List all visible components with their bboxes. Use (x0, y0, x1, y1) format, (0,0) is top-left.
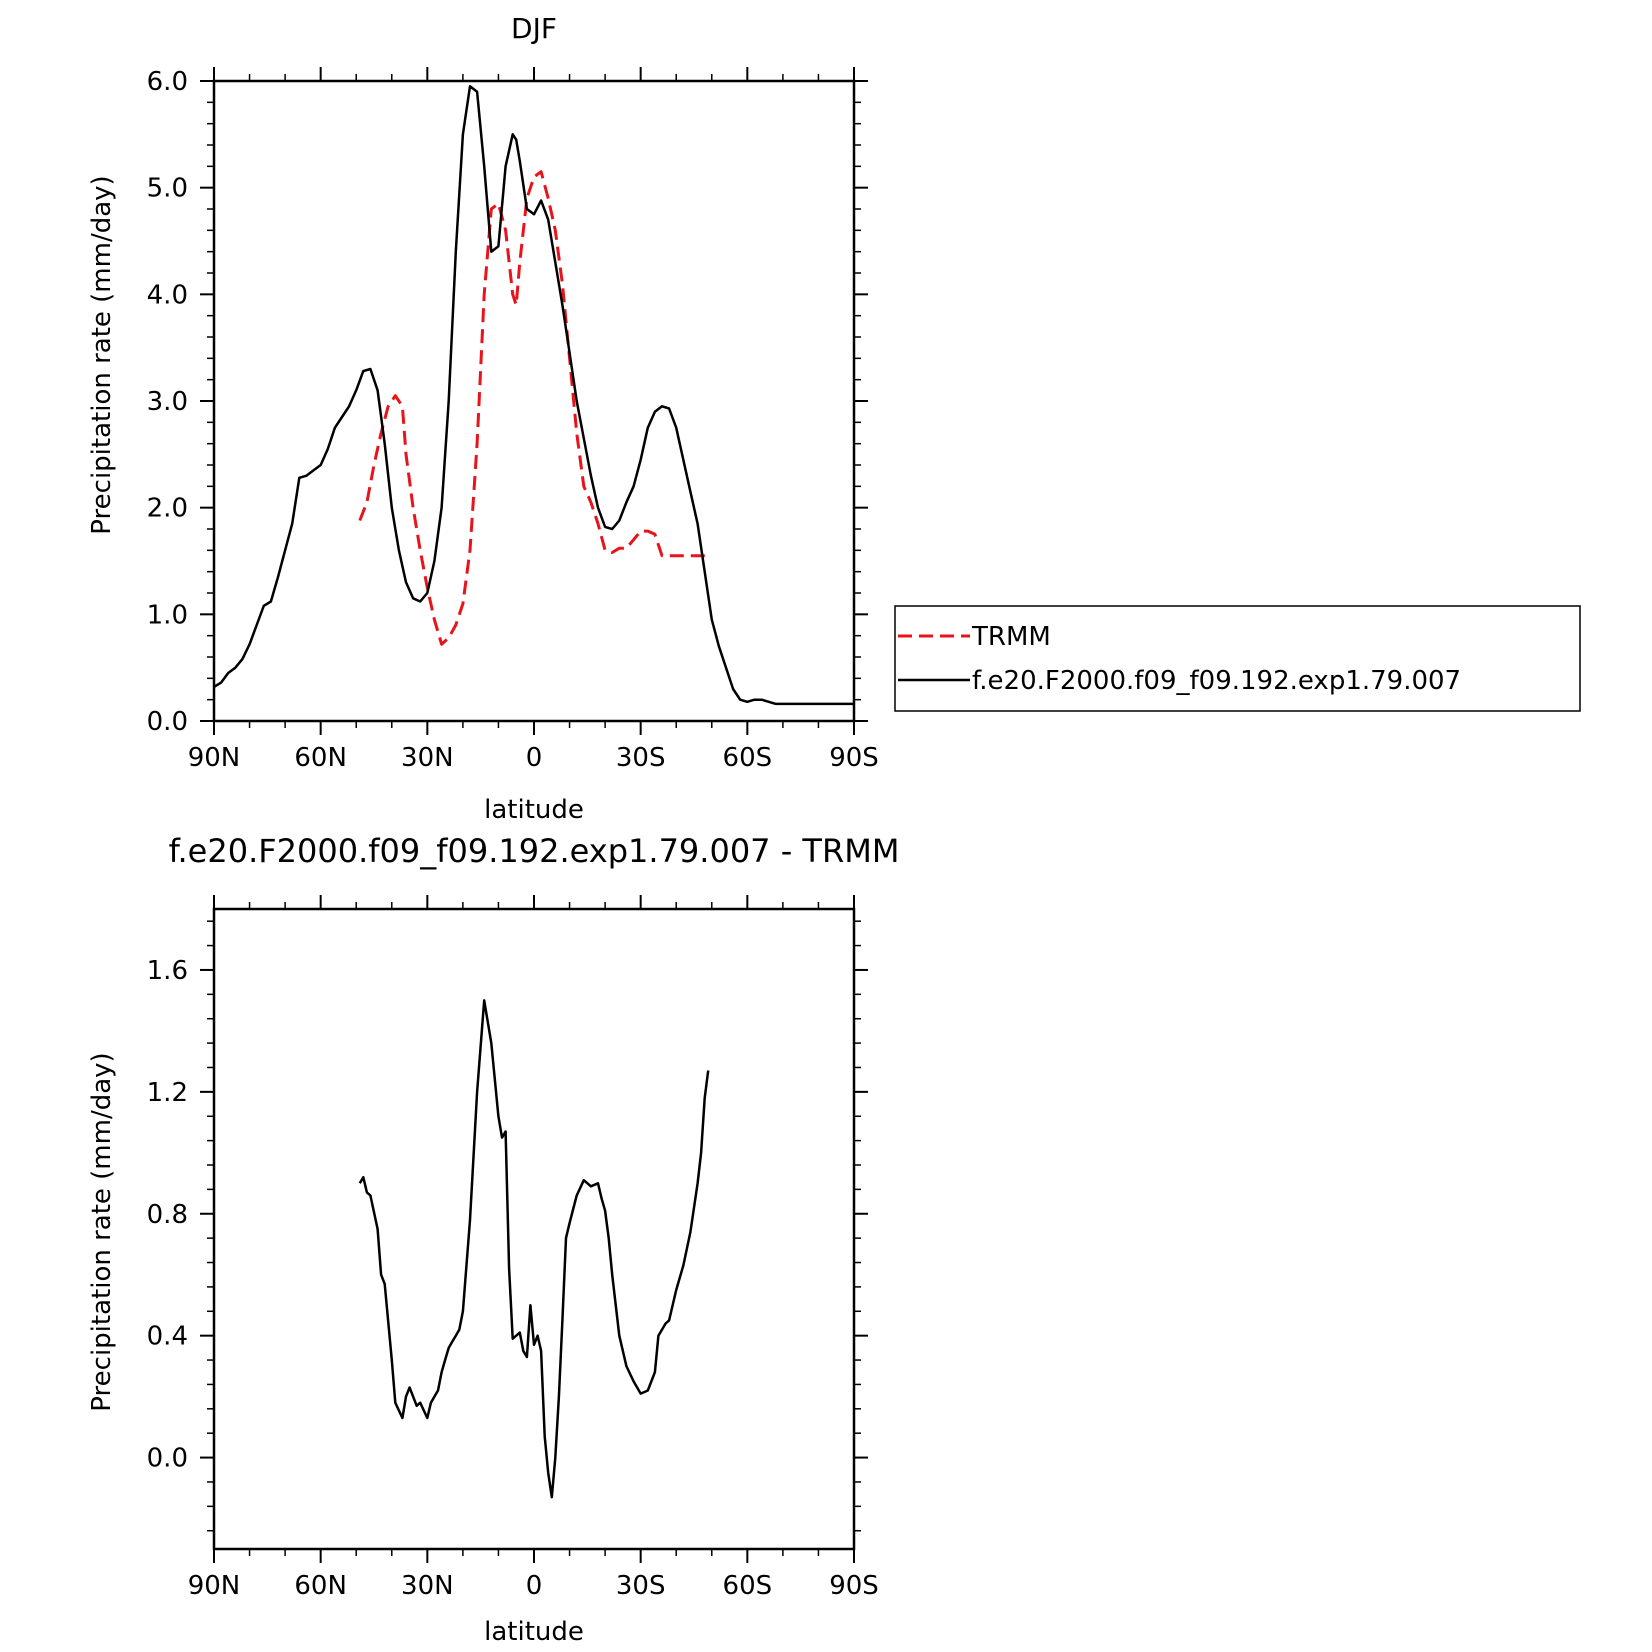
tick-labels: 90N 60N 30N 0 30S 60S 90S 0.0 1.0 2.0 3.0 4.0 5.0 6.0 (147, 67, 879, 773)
y-tick-label: 1.0 (147, 600, 188, 630)
legend-box (894, 605, 1581, 712)
x-tick-label: 30N (401, 1571, 454, 1601)
y-tick-label: 2.0 (147, 494, 188, 524)
axis-ticks (200, 67, 868, 735)
x-tick-label: 90S (829, 743, 879, 773)
x-tick-label: 0 (526, 1571, 543, 1601)
y-tick-label: 4.0 (147, 280, 188, 310)
y-tick-label: 6.0 (147, 67, 188, 97)
series-line-0 (358, 999, 710, 1499)
legend-label-trmm: TRMM (971, 622, 1051, 652)
series-line-1 (213, 85, 854, 706)
x-tick-label: 60N (294, 1571, 347, 1601)
x-tick-label: 60N (294, 743, 347, 773)
x-tick-label: 30S (616, 743, 666, 773)
chart-difference: f.e20.F2000.f09_f09.192.exp1.79.007 - TR… (87, 832, 899, 1647)
plot-frame (212, 907, 856, 1551)
y-tick-label: 5.0 (147, 174, 188, 204)
legend-label-model: f.e20.F2000.f09_f09.192.exp1.79.007 (972, 666, 1461, 696)
x-tick-label: 0 (526, 743, 543, 773)
series-line-0 (358, 170, 709, 646)
series-lines (358, 999, 710, 1499)
y-axis-label: Precipitation rate (mm/day) (87, 175, 117, 534)
y-tick-label: 3.0 (147, 387, 188, 417)
chart-title: f.e20.F2000.f09_f09.192.exp1.79.007 - TR… (169, 832, 900, 870)
y-tick-label: 0.4 (147, 1322, 188, 1352)
tick-labels: 90N 60N 30N 0 30S 60S 90S 0.0 0.4 0.8 1.2 1.6 (147, 956, 879, 1601)
plot-frame (212, 79, 856, 723)
legend: TRMM f.e20.F2000.f09_f09.192.exp1.79.007 (894, 605, 1581, 712)
y-tick-label: 0.8 (147, 1200, 188, 1230)
x-tick-label: 60S (723, 1571, 773, 1601)
x-axis-label: latitude (484, 795, 584, 825)
x-tick-label: 60S (723, 743, 773, 773)
x-tick-label: 90S (829, 1571, 879, 1601)
chart-title: DJF (511, 12, 557, 45)
axis-ticks (200, 895, 868, 1563)
x-axis-label: latitude (484, 1617, 584, 1647)
chart-djf: DJF Precipitation rate (mm/day) latitude… (87, 12, 879, 825)
y-axis-label: Precipitation rate (mm/day) (87, 1052, 117, 1411)
x-tick-label: 90N (188, 1571, 241, 1601)
y-tick-label: 1.2 (147, 1078, 188, 1108)
y-tick-label: 0.0 (147, 1444, 188, 1474)
series-lines (213, 85, 854, 706)
x-tick-label: 30S (616, 1571, 666, 1601)
y-tick-label: 0.0 (147, 707, 188, 737)
x-tick-label: 90N (188, 743, 241, 773)
y-tick-label: 1.6 (147, 956, 188, 986)
x-tick-label: 30N (401, 743, 454, 773)
